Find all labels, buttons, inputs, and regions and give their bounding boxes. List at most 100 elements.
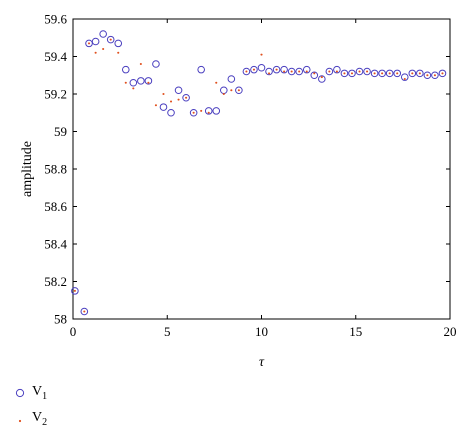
v1-point xyxy=(204,107,213,115)
v2-point xyxy=(177,98,180,101)
y-tick-label: 58.4 xyxy=(44,237,67,252)
v2-point xyxy=(200,109,203,112)
v1-point xyxy=(423,71,432,80)
v1-point xyxy=(318,75,326,83)
v2-point xyxy=(366,70,369,73)
v1-point xyxy=(355,67,364,76)
y-tick-label: 59.6 xyxy=(44,12,67,27)
v2-point xyxy=(335,70,338,73)
y-tick-label: 58 xyxy=(54,312,67,327)
v2-point xyxy=(267,72,271,75)
y-tick-labels: 58 58.2 58.4 58.6 58.8 59 59.2 59.4 59.6 xyxy=(44,12,67,327)
v2-point xyxy=(381,72,384,75)
v2-point xyxy=(162,92,165,96)
v2-point xyxy=(154,104,157,107)
v1-point xyxy=(265,67,273,76)
v1-point xyxy=(385,69,394,78)
v2-point xyxy=(215,81,218,84)
v2-point xyxy=(252,68,256,71)
v1-point xyxy=(159,103,168,111)
v2-point xyxy=(169,100,173,103)
series-2 xyxy=(73,38,444,313)
v2-point xyxy=(388,72,391,75)
v1-point xyxy=(174,86,183,95)
v1-point xyxy=(106,35,115,44)
x-tick-label: 5 xyxy=(164,324,171,339)
v1-point xyxy=(235,86,243,95)
v1-point xyxy=(227,75,236,83)
x-axis-label: τ xyxy=(259,355,265,370)
v1-point xyxy=(189,108,198,117)
v1-point xyxy=(393,69,402,78)
v2-point xyxy=(132,87,135,90)
v1-point xyxy=(144,77,153,85)
x-tick-labels: 0 5 10 15 20 xyxy=(70,324,457,339)
v2-point xyxy=(237,89,240,92)
dot-marker-icon xyxy=(18,419,22,423)
v2-point xyxy=(313,72,316,75)
v2-point xyxy=(290,70,293,73)
v2-point xyxy=(222,92,225,96)
x-tick-label: 15 xyxy=(349,324,362,339)
v1-point xyxy=(302,65,311,74)
v2-point xyxy=(192,111,195,114)
v2-point xyxy=(433,74,436,77)
x-tick-label: 10 xyxy=(255,324,268,339)
v1-point xyxy=(333,65,341,74)
legend-label-v1: V1 xyxy=(32,384,48,402)
v2-point xyxy=(350,72,354,75)
v1-point xyxy=(340,69,349,78)
v2-point xyxy=(207,111,210,114)
v2-point xyxy=(139,62,142,66)
v1-point xyxy=(167,108,175,117)
v2-point xyxy=(83,310,86,313)
v1-point xyxy=(71,287,79,295)
v2-point xyxy=(245,70,248,73)
v2-point xyxy=(358,70,361,73)
v1-point xyxy=(250,65,258,74)
v1-point xyxy=(272,65,281,74)
v2-point xyxy=(102,47,105,51)
v1-point xyxy=(325,67,334,76)
v1-point xyxy=(129,78,138,87)
v2-point xyxy=(426,74,429,77)
v1-point xyxy=(80,307,89,316)
v1-point xyxy=(438,69,447,78)
tick-marks xyxy=(72,18,451,320)
y-axis-label: amplitude xyxy=(20,141,35,197)
v1-point xyxy=(212,107,221,115)
v2-point xyxy=(260,53,263,56)
scatter-chart: 0 5 10 15 20 58 58.2 58.4 58.6 58.8 59 59.2 59.4 59.… xyxy=(20,12,457,371)
v1-point xyxy=(257,63,266,72)
v1-point xyxy=(182,93,190,102)
v1-point xyxy=(197,65,205,74)
v2-point xyxy=(230,89,233,92)
v2-point xyxy=(305,70,308,73)
v2-point xyxy=(298,70,301,73)
v1-point xyxy=(152,60,160,68)
v1-point xyxy=(416,69,424,78)
v1-point xyxy=(137,77,145,85)
legend-label-v2: V2 xyxy=(32,410,48,428)
v1-point xyxy=(408,69,417,78)
y-tick-label: 59.4 xyxy=(44,49,67,64)
v1-point xyxy=(91,37,100,46)
v2-point xyxy=(343,72,346,75)
v1-point xyxy=(400,73,409,81)
x-tick-label: 0 xyxy=(70,324,77,339)
v2-point xyxy=(328,70,331,73)
data-points xyxy=(71,30,447,316)
y-tick-label: 58.6 xyxy=(44,199,67,214)
v1-point xyxy=(220,86,228,95)
v2-point xyxy=(373,72,376,75)
open-circle-marker-icon xyxy=(15,388,25,398)
v2-point xyxy=(418,72,421,75)
series-1 xyxy=(71,30,447,316)
v1-point xyxy=(348,69,356,78)
y-tick-label: 59.2 xyxy=(44,87,67,102)
v2-point xyxy=(320,76,323,79)
v2-point xyxy=(147,81,150,84)
v2-point xyxy=(411,72,414,75)
v1-point xyxy=(431,71,439,80)
v1-point xyxy=(378,69,386,78)
